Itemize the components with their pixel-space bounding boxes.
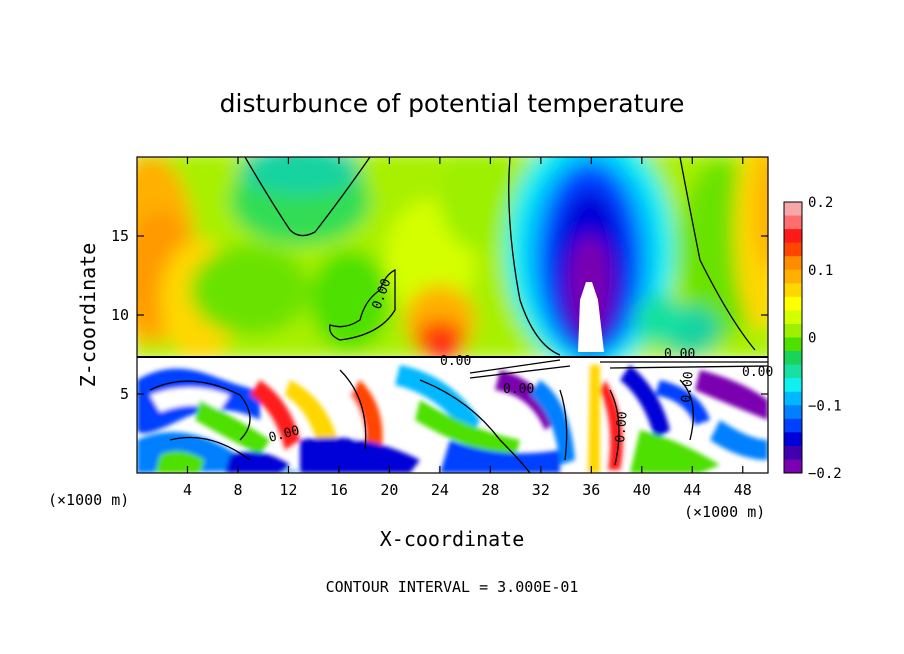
plot-area: [137, 157, 768, 473]
x-tick-label: 16: [330, 481, 348, 499]
x-tick-label: 40: [633, 481, 651, 499]
x-tick-label: 8: [233, 481, 242, 499]
colorbar-swatch: [784, 405, 802, 420]
contour-label: 0.00: [440, 354, 471, 369]
colorbar-swatch: [784, 242, 802, 257]
contour-interval-footer: CONTOUR INTERVAL = 3.000E-01: [326, 578, 579, 596]
colorbar-tick-label: −0.2: [808, 466, 842, 482]
contour-labels: 0.00 0.00 0.00 0.00 0.00 0.00 0.00 0.00: [267, 277, 773, 446]
x-tick-label: 24: [431, 481, 449, 499]
colorbar-swatch: [784, 215, 802, 230]
colorbar-swatch: [784, 269, 802, 284]
x-tick-label: 28: [481, 481, 499, 499]
colorbar-tick-label: −0.1: [808, 398, 842, 414]
colorbar-swatch: [784, 202, 802, 217]
colorbar-swatch: [784, 337, 802, 352]
colorbar-frame: [783, 201, 803, 474]
y-axis-label: Z-coordinate: [76, 243, 100, 388]
x-tick-label: 36: [582, 481, 600, 499]
x-unit-right: (×1000 m): [684, 503, 765, 521]
x-axis: 4 8 12 16 20 24 28 32 36 40 44 48: [183, 157, 752, 499]
colorbar-swatch: [784, 378, 802, 393]
x-tick-label: 12: [279, 481, 297, 499]
upper-field: [137, 157, 768, 370]
contour-label: 0.00: [742, 365, 773, 380]
colorbar-swatch: [784, 310, 802, 325]
y-tick-label: 15: [111, 227, 129, 245]
x-tick-label: 48: [734, 481, 752, 499]
colorbar-swatch: [784, 418, 802, 433]
lower-field: [137, 357, 768, 473]
x-tick-label: 20: [380, 481, 398, 499]
x-tick-label: 4: [183, 481, 192, 499]
colorbar-swatch: [784, 323, 802, 338]
colorbar-swatch: [784, 391, 802, 406]
x-unit-left: (×1000 m): [48, 491, 129, 509]
y-tick-label: 10: [111, 306, 129, 324]
contours: [137, 157, 768, 473]
colorbar-swatch: [784, 283, 802, 298]
colorbar-swatch: [784, 256, 802, 271]
colorbar-swatch: [784, 229, 802, 244]
colorbar-swatch: [784, 296, 802, 311]
colorbar-swatch: [784, 459, 802, 474]
colorbar: 0.2 0.1 0 −0.1 −0.2: [783, 195, 842, 482]
chart-title: disturbunce of potential temperature: [220, 89, 685, 118]
contour-label: 0.00: [679, 371, 697, 404]
x-tick-label: 32: [532, 481, 550, 499]
colorbar-swatch: [784, 351, 802, 366]
colorbar-tick-label: 0.2: [808, 195, 833, 211]
colorbar-tick-label: 0: [808, 331, 816, 347]
y-tick-label: 5: [120, 385, 129, 403]
colorbar-swatch: [784, 445, 802, 460]
y-axis: 5 10 15: [111, 227, 768, 403]
contour-label: 0.00: [664, 347, 695, 362]
colorbar-swatch: [784, 432, 802, 447]
colorbar-swatch: [784, 364, 802, 379]
x-tick-label: 44: [683, 481, 701, 499]
contour-label: 0.00: [613, 411, 631, 444]
colorbar-tick-label: 0.1: [808, 263, 833, 279]
x-axis-label: X-coordinate: [380, 527, 525, 551]
contour-label: 0.00: [503, 382, 534, 397]
